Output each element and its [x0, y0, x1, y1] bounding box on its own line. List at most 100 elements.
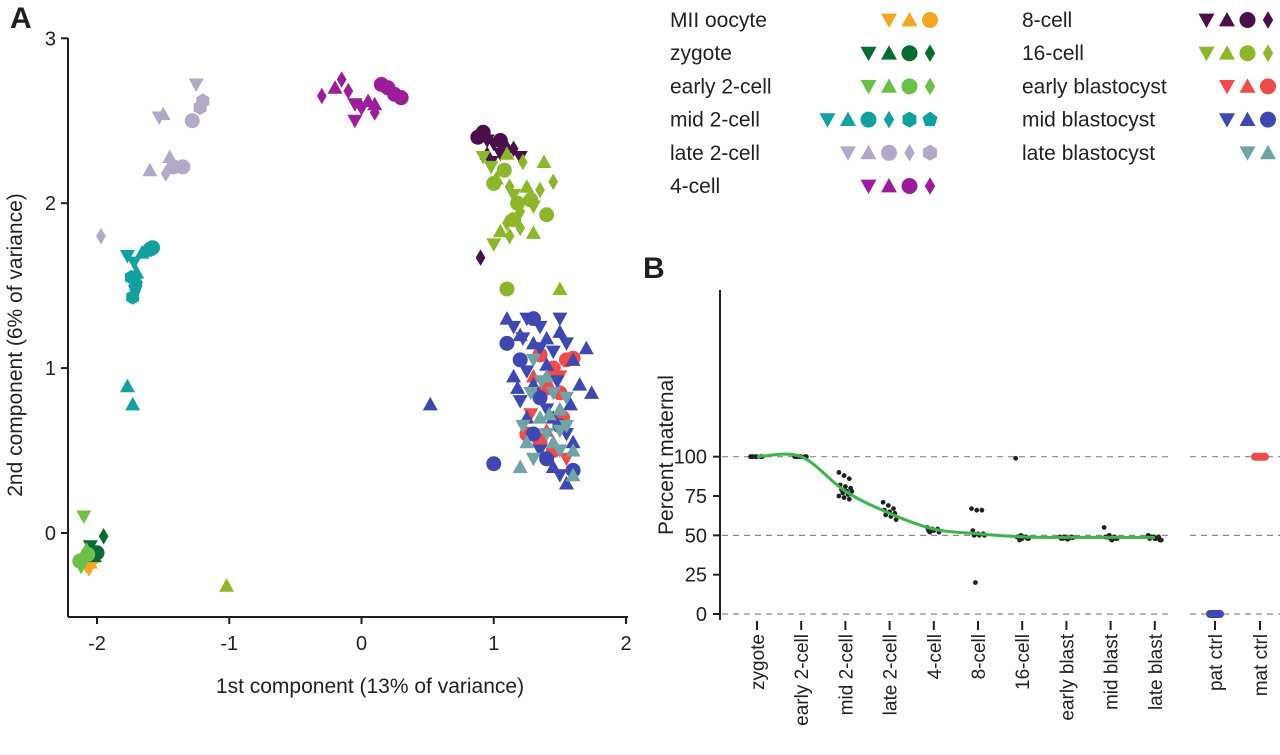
legend-label: late blastocyst [1022, 142, 1155, 165]
category-label: 4-cell [925, 634, 946, 679]
data-point [99, 528, 109, 545]
legend-marker [1219, 45, 1235, 59]
b-y-tick-label: 100 [674, 447, 707, 469]
data-point [497, 163, 512, 178]
data-point [499, 281, 514, 296]
series-mid-2-cell [120, 240, 160, 410]
legend-label: early blastocyst [1022, 75, 1167, 98]
data-point [837, 494, 842, 499]
data-point [343, 83, 353, 100]
legend-marker [884, 111, 894, 129]
data-point [584, 385, 599, 399]
data-point [1013, 456, 1018, 461]
b-y-tick-label: 75 [685, 486, 707, 508]
data-point [142, 163, 157, 177]
legend-item: late blastocyst [1022, 142, 1276, 165]
data-point [552, 324, 567, 338]
data-point [559, 337, 574, 351]
category-label: late blast [1146, 633, 1167, 710]
legend-item: 8-cell [1022, 9, 1273, 32]
legend-item: early 2-cell [670, 75, 935, 98]
series-late-2-cell [96, 78, 209, 244]
legend-marker [1240, 146, 1256, 160]
data-point [120, 379, 135, 393]
legend-marker [861, 80, 877, 94]
legend-marker [1219, 12, 1235, 26]
legend-marker [1263, 44, 1273, 62]
x-tick-label: 0 [356, 633, 367, 655]
legend-marker [881, 78, 897, 92]
x-tick-label: -1 [220, 633, 238, 655]
data-point [847, 476, 852, 481]
scatter-points [72, 71, 599, 591]
data-point [394, 90, 409, 105]
y-tick-label: 2 [45, 193, 56, 215]
legend-item: MII oocyte [670, 9, 938, 32]
data-point [486, 456, 501, 471]
category-label: mat ctrl [1251, 634, 1272, 696]
category-label: zygote [748, 634, 769, 690]
data-point [552, 281, 567, 295]
legend-marker [903, 112, 917, 128]
legend-label: MII oocyte [670, 9, 767, 32]
data-point [539, 207, 554, 222]
data-point [891, 506, 896, 511]
legend-marker [1240, 12, 1256, 28]
y-tick-label: 3 [45, 28, 56, 50]
legend-label: mid 2-cell [670, 109, 760, 132]
data-point [513, 352, 528, 367]
data-point [881, 500, 886, 505]
data-point [513, 460, 528, 474]
x-tick-label: 2 [620, 633, 631, 655]
legend-item: mid blastocyst [1022, 109, 1276, 132]
figure: A 0123-2 -1 0 1 2 1st component (13% of vari… [0, 0, 1280, 755]
data-point [847, 497, 852, 502]
x-tick-label: -2 [88, 633, 106, 655]
data-point [506, 212, 521, 227]
legend-marker [1260, 145, 1276, 159]
legend-marker [922, 112, 937, 126]
category-label: early 2-cell [792, 634, 813, 726]
data-point [572, 377, 587, 391]
data-point [510, 380, 525, 394]
data-point [493, 133, 508, 148]
legend-marker [881, 145, 897, 161]
x-tick-label: 1 [488, 633, 499, 655]
category-label: mid blast [1102, 633, 1123, 710]
data-point [96, 228, 106, 245]
data-point [546, 346, 561, 360]
category-label: 8-cell [969, 634, 990, 679]
legend-marker [1240, 112, 1256, 126]
data-point [1102, 525, 1107, 530]
data-point [1017, 538, 1022, 543]
legend-marker [861, 112, 877, 128]
legend-marker [923, 145, 937, 161]
data-point [145, 240, 160, 255]
fit-line [757, 454, 1155, 537]
data-point [974, 508, 979, 513]
data-point [513, 395, 528, 409]
data-point [928, 530, 933, 535]
data-point [837, 470, 842, 475]
data-point [476, 249, 486, 266]
legend-marker [1240, 45, 1256, 61]
category-label: early blast [1057, 633, 1078, 720]
legend-label: 4-cell [670, 175, 720, 198]
data-point [189, 78, 204, 92]
panel-label-a: A [10, 2, 32, 35]
b-y-tick-label: 50 [685, 525, 707, 547]
category-label: late 2-cell [881, 634, 902, 715]
legend-marker [1199, 47, 1215, 61]
legend-item: zygote [670, 42, 935, 65]
legend-marker [861, 145, 877, 159]
series-16-cell [219, 146, 567, 592]
category-label: pat ctrl [1206, 634, 1227, 691]
data-point [973, 580, 978, 585]
legend-item: 4-cell [670, 175, 935, 198]
data-point [347, 115, 362, 129]
legend-marker [925, 177, 935, 195]
legend-marker [904, 144, 914, 162]
data-point [519, 179, 534, 193]
legend-marker [902, 178, 918, 194]
legend-label: zygote [670, 42, 732, 65]
